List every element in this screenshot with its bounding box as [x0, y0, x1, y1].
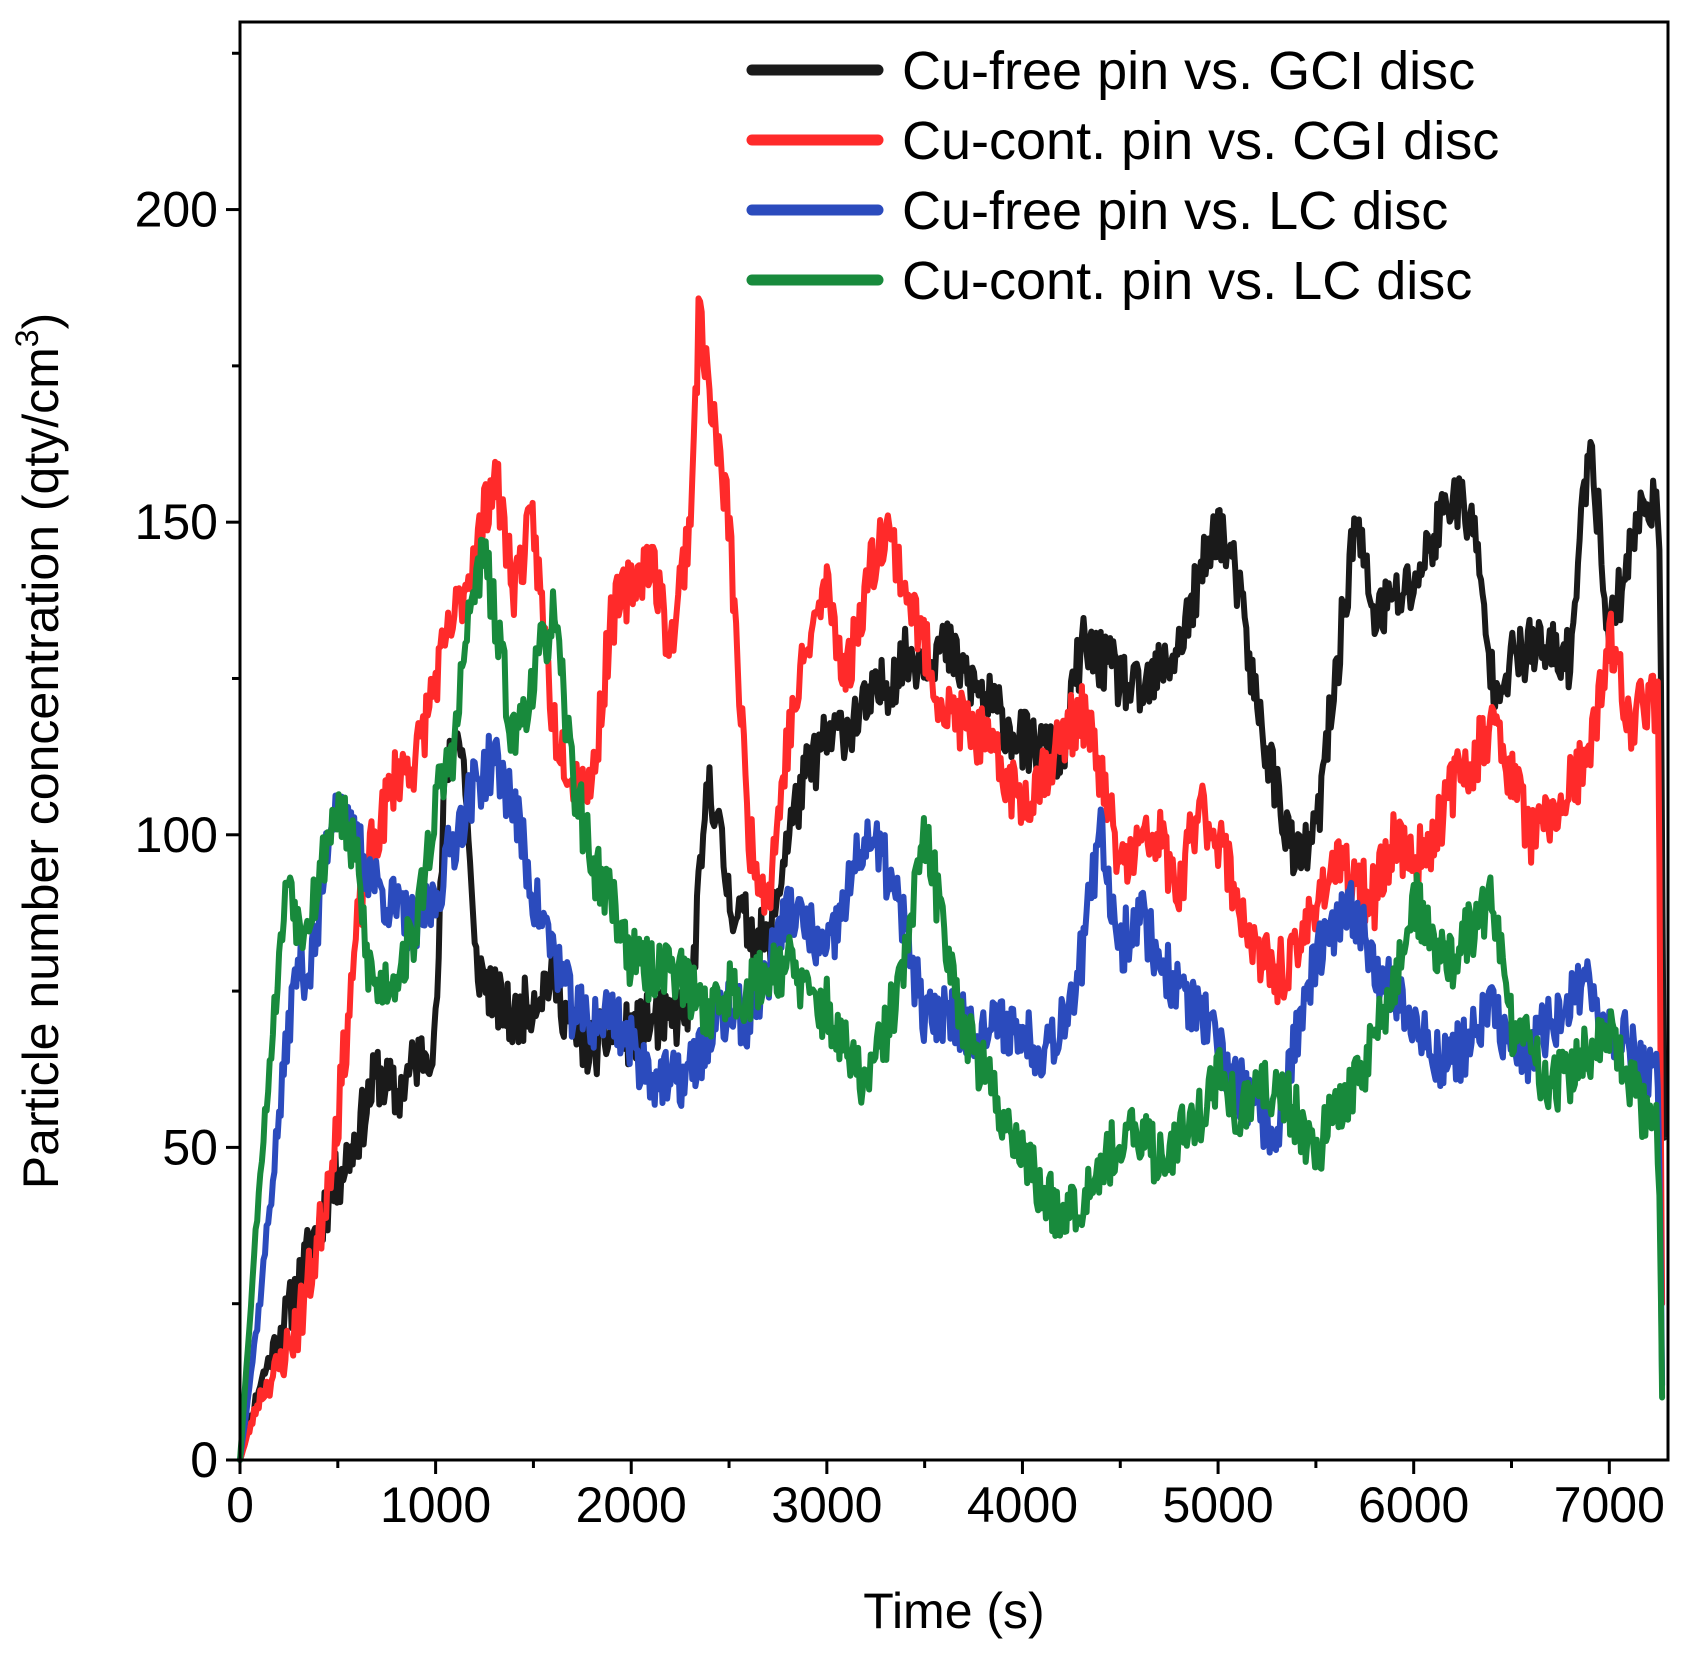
series-line-1 [237, 439, 1668, 1463]
series-line-4 [237, 536, 1666, 1463]
plot-frame [238, 20, 1670, 1462]
y-axis-tick-labels: 0 50 100 150 200 [135, 182, 218, 1488]
x-axis-label: Time (s) [863, 1583, 1044, 1639]
x-tick-label: 1000 [380, 1477, 491, 1533]
axis-ticks [226, 51, 1611, 1474]
x-tick-label: 3000 [771, 1477, 882, 1533]
x-tick-label: 4000 [967, 1477, 1078, 1533]
x-tick-label: 0 [226, 1477, 254, 1533]
y-tick-label: 50 [162, 1119, 218, 1175]
y-axis-label-main: Particle number concentration (qty/cm [13, 347, 69, 1189]
series-line-2 [237, 295, 1666, 1463]
y-tick-label: 200 [135, 182, 218, 238]
legend-entry-label: Cu-free pin vs. GCI disc [902, 41, 1475, 101]
legend-entry-label: Cu-cont. pin vs. LC disc [902, 251, 1472, 311]
x-tick-label: 2000 [576, 1477, 687, 1533]
x-tick-label: 7000 [1554, 1477, 1665, 1533]
series-line-3 [237, 732, 1666, 1463]
legend-entry-label: Cu-free pin vs. LC disc [902, 181, 1448, 241]
x-axis-tick-labels: 0 1000 2000 3000 4000 5000 6000 7000 [226, 1477, 1665, 1533]
y-axis-label-superscript: 3 [9, 329, 45, 347]
y-tick-label: 100 [135, 807, 218, 863]
y-tick-label: 150 [135, 494, 218, 550]
x-tick-label: 6000 [1358, 1477, 1469, 1533]
legend-entry-label: Cu-cont. pin vs. CGI disc [902, 111, 1499, 171]
y-axis-label: Particle number concentration (qty/cm3) [9, 313, 69, 1189]
legend: Cu-free pin vs. GCI disc Cu-cont. pin vs.… [746, 41, 1499, 311]
x-tick-label: 5000 [1162, 1477, 1273, 1533]
y-tick-label: 0 [190, 1432, 218, 1488]
y-axis-label-close: ) [13, 313, 69, 330]
series-layer [237, 295, 1668, 1463]
